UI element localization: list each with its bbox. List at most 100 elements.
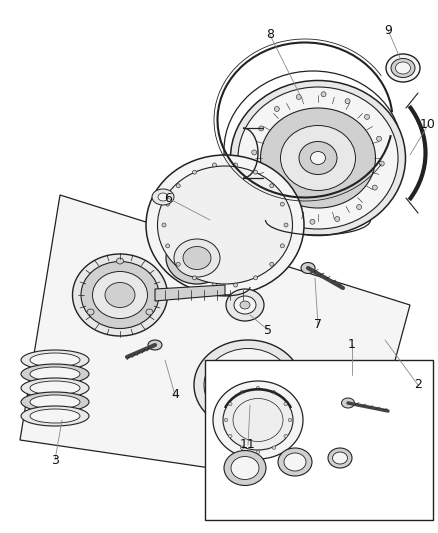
Ellipse shape [272, 446, 276, 449]
Ellipse shape [226, 289, 264, 321]
Ellipse shape [261, 108, 375, 208]
Ellipse shape [280, 202, 284, 206]
Ellipse shape [396, 62, 410, 74]
Ellipse shape [254, 276, 258, 280]
Ellipse shape [213, 381, 303, 459]
Ellipse shape [166, 244, 170, 248]
Ellipse shape [270, 184, 274, 188]
Ellipse shape [194, 340, 302, 430]
Ellipse shape [229, 402, 232, 406]
Ellipse shape [310, 219, 315, 224]
Ellipse shape [21, 392, 89, 412]
Ellipse shape [240, 446, 244, 449]
Ellipse shape [266, 197, 272, 201]
Ellipse shape [192, 170, 197, 174]
Ellipse shape [238, 87, 398, 229]
Ellipse shape [391, 59, 415, 77]
Ellipse shape [240, 391, 244, 394]
Ellipse shape [233, 283, 237, 287]
Polygon shape [20, 195, 410, 490]
Ellipse shape [230, 80, 406, 236]
Ellipse shape [192, 276, 197, 280]
Text: 9: 9 [384, 23, 392, 36]
Ellipse shape [176, 184, 180, 188]
Ellipse shape [274, 107, 279, 111]
Ellipse shape [212, 283, 216, 287]
Ellipse shape [229, 434, 232, 438]
Ellipse shape [166, 232, 228, 284]
Ellipse shape [30, 367, 80, 381]
Ellipse shape [372, 185, 377, 190]
Text: 11: 11 [240, 439, 256, 451]
Ellipse shape [296, 94, 301, 100]
Ellipse shape [335, 216, 340, 222]
Ellipse shape [379, 161, 384, 166]
Ellipse shape [280, 125, 356, 190]
Ellipse shape [212, 163, 216, 167]
Ellipse shape [233, 163, 237, 167]
Ellipse shape [183, 246, 211, 270]
Ellipse shape [286, 212, 291, 217]
Ellipse shape [21, 378, 89, 398]
Polygon shape [155, 285, 225, 301]
Ellipse shape [252, 150, 257, 155]
Ellipse shape [21, 350, 89, 370]
Ellipse shape [224, 450, 266, 486]
Ellipse shape [357, 205, 362, 209]
Ellipse shape [204, 349, 292, 422]
Text: 6: 6 [164, 191, 172, 205]
Text: 4: 4 [171, 389, 179, 401]
Ellipse shape [256, 450, 260, 454]
Ellipse shape [332, 452, 347, 464]
Ellipse shape [278, 448, 312, 476]
Ellipse shape [272, 391, 276, 394]
Ellipse shape [87, 309, 94, 315]
Ellipse shape [259, 126, 264, 131]
Ellipse shape [174, 239, 220, 277]
Ellipse shape [284, 223, 288, 227]
Ellipse shape [284, 453, 306, 471]
Polygon shape [205, 360, 433, 520]
Ellipse shape [231, 456, 259, 480]
Ellipse shape [30, 395, 80, 409]
Ellipse shape [162, 223, 166, 227]
Text: 1: 1 [348, 338, 356, 351]
Ellipse shape [223, 390, 293, 450]
Ellipse shape [105, 282, 135, 308]
Ellipse shape [364, 115, 370, 119]
Ellipse shape [254, 170, 258, 174]
Ellipse shape [73, 254, 167, 336]
Ellipse shape [148, 340, 162, 350]
Ellipse shape [256, 386, 260, 390]
Ellipse shape [240, 301, 250, 309]
Text: 7: 7 [314, 319, 322, 332]
Ellipse shape [30, 409, 80, 423]
Ellipse shape [311, 151, 325, 165]
Ellipse shape [146, 309, 153, 315]
Text: 10: 10 [420, 118, 436, 132]
Ellipse shape [176, 262, 180, 266]
Text: 8: 8 [266, 28, 274, 42]
Ellipse shape [152, 189, 174, 205]
Ellipse shape [30, 353, 80, 367]
Ellipse shape [299, 141, 337, 174]
Ellipse shape [342, 398, 354, 408]
Ellipse shape [21, 406, 89, 426]
Ellipse shape [30, 381, 80, 395]
Ellipse shape [321, 92, 326, 97]
Ellipse shape [386, 54, 420, 82]
Ellipse shape [158, 166, 293, 284]
Ellipse shape [158, 193, 168, 201]
Ellipse shape [288, 418, 292, 422]
Text: 5: 5 [264, 324, 272, 336]
Ellipse shape [328, 448, 352, 468]
Ellipse shape [270, 262, 274, 266]
Ellipse shape [301, 262, 315, 273]
Ellipse shape [117, 258, 124, 264]
Ellipse shape [224, 418, 228, 422]
Ellipse shape [280, 244, 284, 248]
Ellipse shape [236, 375, 261, 395]
Ellipse shape [146, 155, 304, 295]
Ellipse shape [166, 202, 170, 206]
Text: 3: 3 [51, 454, 59, 466]
